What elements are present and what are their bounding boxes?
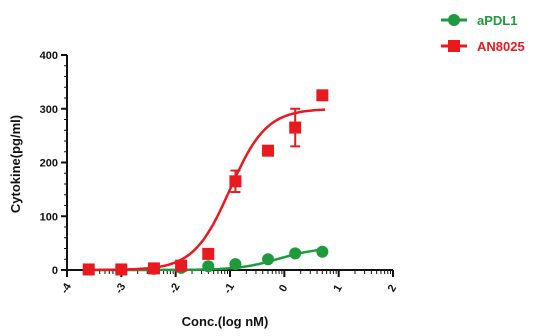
y-tick-label: 200 (40, 158, 58, 170)
an8025-point (262, 144, 275, 157)
x-tick-label: -3 (113, 281, 128, 295)
x-tick-label: 2 (386, 283, 399, 294)
x-tick-label: -2 (167, 281, 182, 295)
y-axis-label: Cytokine(pg/ml) (8, 115, 23, 213)
apdl1-point (289, 247, 302, 260)
plot-area (82, 89, 329, 276)
apdl1-point (202, 260, 215, 273)
x-tick-label: 1 (331, 283, 344, 294)
an8025-point (82, 263, 95, 276)
an8025-point (202, 247, 215, 260)
legend: aPDL1 AN8025 (441, 13, 525, 54)
an8025-point (289, 121, 302, 134)
x-tick-label: -4 (59, 281, 75, 296)
an8025-point (115, 263, 128, 276)
y-tick-label: 300 (40, 104, 58, 116)
apdl1-legend-label: aPDL1 (477, 13, 517, 28)
y-tick-label: 100 (40, 211, 58, 223)
x-tick-label: 0 (277, 283, 290, 294)
x-tick-label: -1 (222, 281, 237, 295)
y-tick-label: 400 (40, 50, 58, 62)
y-tick-label: 0 (52, 265, 58, 277)
apdl1-point (229, 258, 242, 271)
x-axis-label: Conc.(log nM) (182, 314, 269, 329)
apdl1-point (316, 245, 329, 258)
an8025-point (147, 262, 160, 275)
apdl1-legend-marker (448, 14, 460, 26)
an8025-legend-label: AN8025 (477, 39, 525, 54)
an8025-legend-marker (448, 40, 460, 52)
apdl1-point (262, 253, 275, 266)
an8025-point (175, 259, 188, 272)
axes-group: 0 100 200 300 400 -4 -3 -2 -1 0 1 2 (40, 50, 399, 296)
an8025-fit-curve (83, 108, 326, 272)
an8025-point (229, 175, 242, 188)
an8025-point (316, 89, 329, 102)
